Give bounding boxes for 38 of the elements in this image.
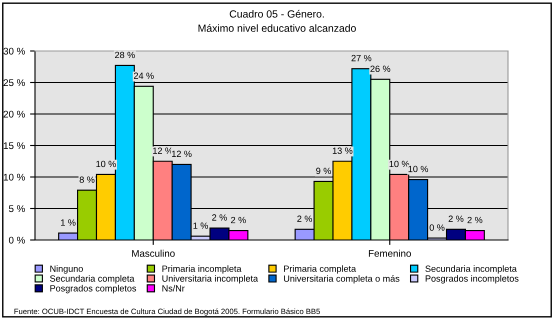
data-label: 0 % bbox=[430, 224, 445, 231]
chart-title: Cuadro 05 - Género. Máximo nivel educativo alcanzado bbox=[198, 10, 356, 32]
data-label: 1 % bbox=[61, 219, 76, 226]
data-label: 10 % bbox=[96, 160, 116, 168]
x-tick-label: Masculino bbox=[132, 250, 175, 257]
data-label: 2 % bbox=[231, 216, 246, 224]
y-tick-label: 0 % bbox=[8, 236, 25, 244]
data-label: 24 % bbox=[134, 72, 154, 79]
data-label: 12 % bbox=[172, 150, 192, 158]
x-tick-label: Femenino bbox=[368, 250, 411, 257]
legend-label: Secundaria completa bbox=[50, 275, 134, 284]
y-tick-label: 10 % bbox=[4, 174, 25, 181]
data-label: 26 % bbox=[370, 66, 390, 72]
legend-label: Posgrados completos bbox=[50, 284, 136, 294]
legend-label: Primaria completa bbox=[284, 265, 356, 274]
legend-label: Universitaria incompleta bbox=[162, 275, 258, 284]
legend-label: Universitaria completa o más bbox=[284, 275, 400, 284]
data-label: 13 % bbox=[332, 148, 352, 154]
legend-label: Secundaria incompleta bbox=[425, 265, 517, 274]
legend-label: Posgrados incompletos bbox=[426, 275, 518, 284]
data-label: 2 % bbox=[448, 216, 464, 222]
data-label: 9 % bbox=[316, 168, 331, 174]
data-label: 8 % bbox=[80, 176, 94, 183]
y-tick-label: 20 % bbox=[4, 110, 25, 118]
data-label: 2 % bbox=[212, 214, 227, 221]
legend-label: Primaria incompleta bbox=[162, 265, 242, 274]
y-tick-label: 5 % bbox=[8, 205, 25, 212]
data-label: 10 % bbox=[408, 166, 428, 172]
data-label: 1 % bbox=[193, 222, 208, 229]
data-label: 27 % bbox=[352, 54, 372, 62]
y-tick-label: 15 % bbox=[4, 142, 25, 150]
data-label: 28 % bbox=[115, 52, 135, 58]
y-tick-label: 30 % bbox=[3, 48, 25, 55]
y-tick-label: 25 % bbox=[4, 79, 25, 86]
legend-label: Ninguno bbox=[50, 265, 83, 274]
data-label: 2 % bbox=[297, 216, 312, 222]
data-label: 2 % bbox=[468, 216, 482, 224]
legend-label: Ns/Nr bbox=[162, 284, 185, 292]
